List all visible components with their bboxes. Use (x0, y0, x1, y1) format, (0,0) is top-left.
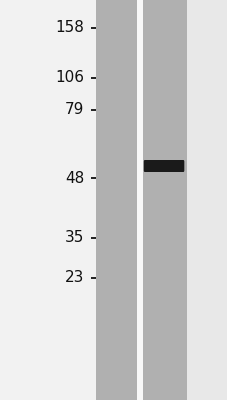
Text: 158: 158 (55, 20, 84, 36)
Bar (95, 0, 140, 400)
Text: 35: 35 (65, 230, 84, 246)
Text: 48: 48 (65, 170, 84, 186)
Bar (0, 0, 95, 400)
Bar (142, 0, 186, 400)
FancyBboxPatch shape (143, 160, 183, 172)
Text: 79: 79 (65, 102, 84, 118)
Text: 23: 23 (65, 270, 84, 286)
Text: 106: 106 (55, 70, 84, 86)
Bar (136, 0, 142, 400)
